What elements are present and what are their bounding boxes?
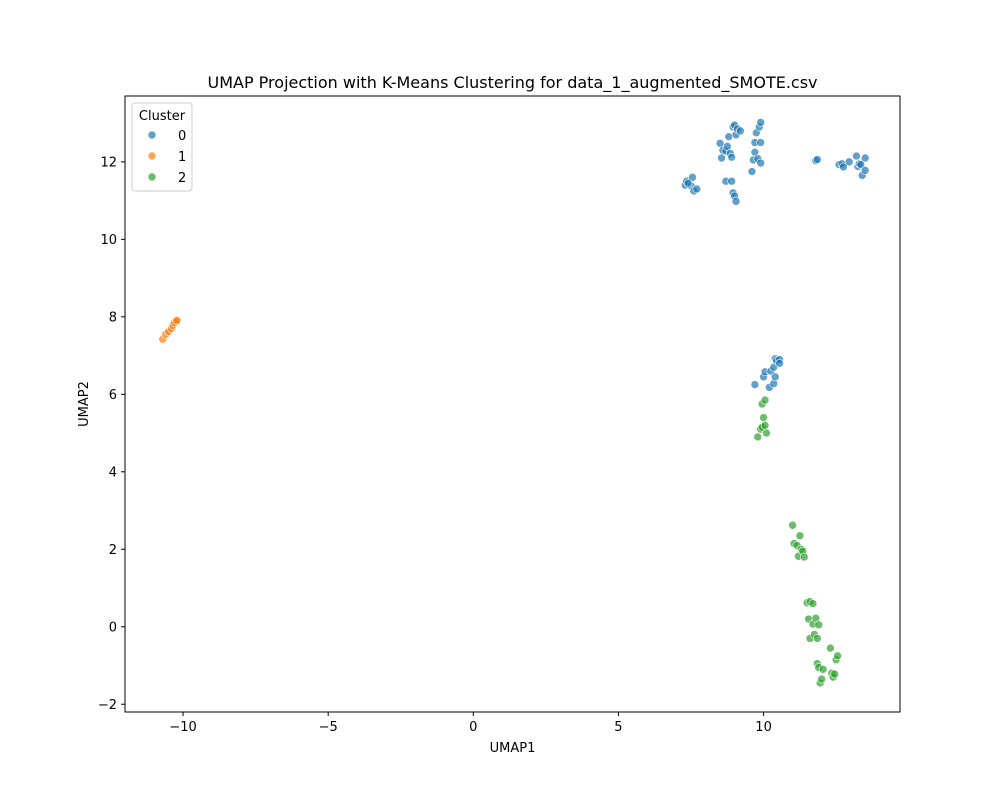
data-point-cluster-2 [817, 674, 826, 684]
data-point-cluster-0 [756, 158, 765, 168]
y-tick-label: −2 [98, 698, 117, 713]
data-point-cluster-0 [860, 153, 870, 163]
data-point-cluster-0 [692, 184, 702, 194]
legend-label-2: 2 [178, 171, 186, 186]
data-point-cluster-2 [759, 413, 768, 422]
data-point-cluster-0 [852, 151, 861, 161]
data-point-cluster-0 [812, 155, 822, 164]
data-point-cluster-0 [727, 176, 736, 186]
chart-title: UMAP Projection with K-Means Clustering … [207, 73, 817, 93]
data-point-cluster-0 [683, 178, 693, 188]
x-axis-label: UMAP1 [490, 741, 536, 756]
legend: Cluster 0 1 2 [131, 102, 193, 192]
legend-box [131, 102, 193, 192]
data-point-cluster-2 [753, 432, 763, 442]
x-tick-label: −10 [169, 720, 196, 735]
points-layer [158, 118, 870, 688]
legend-marker-2 [147, 172, 157, 182]
data-point-cluster-2 [814, 620, 824, 630]
y-tick-label: 6 [109, 388, 117, 403]
legend-label-1: 1 [178, 150, 186, 165]
data-point-cluster-2 [833, 651, 842, 661]
data-point-cluster-2 [762, 428, 771, 438]
data-point-cluster-2 [799, 552, 809, 562]
axis-ticks: −10 −5 0 5 10 −2 0 2 4 6 8 10 12 [98, 155, 772, 735]
data-point-cluster-2 [812, 634, 822, 643]
data-point-cluster-0 [856, 160, 866, 169]
x-tick-label: 10 [755, 720, 772, 735]
x-tick-label: 5 [614, 720, 622, 735]
data-point-cluster-0 [727, 152, 736, 162]
plot-frame [124, 95, 901, 713]
legend-marker-1 [147, 151, 157, 161]
data-point-cluster-0 [756, 138, 765, 147]
data-point-cluster-2 [760, 395, 770, 405]
legend-label-0: 0 [178, 129, 186, 144]
data-point-cluster-2 [826, 643, 835, 653]
data-point-cluster-2 [818, 665, 828, 674]
y-tick-label: 10 [100, 233, 117, 248]
legend-title: Cluster [139, 109, 186, 124]
y-tick-label: 2 [109, 543, 117, 558]
data-point-cluster-0 [775, 359, 784, 368]
data-point-cluster-0 [736, 126, 745, 136]
data-point-cluster-2 [830, 669, 839, 679]
legend-marker-0 [147, 130, 157, 140]
y-tick-label: 12 [100, 155, 117, 170]
data-point-cluster-0 [717, 153, 726, 163]
data-point-cluster-0 [756, 118, 765, 127]
y-tick-label: 0 [109, 620, 117, 635]
data-point-cluster-0 [839, 162, 848, 172]
x-tick-label: 0 [469, 720, 477, 735]
y-tick-label: 4 [109, 465, 117, 480]
data-point-cluster-0 [688, 173, 697, 182]
data-point-cluster-1 [172, 316, 181, 326]
data-point-cluster-0 [724, 132, 734, 141]
data-point-cluster-0 [860, 166, 870, 175]
data-point-cluster-0 [747, 167, 757, 176]
data-point-cluster-0 [731, 197, 741, 206]
y-axis-label: UMAP2 [77, 381, 92, 427]
data-point-cluster-2 [760, 421, 770, 430]
data-point-cluster-2 [788, 520, 797, 530]
x-tick-label: −5 [319, 720, 338, 735]
data-point-cluster-2 [808, 599, 818, 608]
data-point-cluster-0 [844, 157, 854, 167]
legend-items: 0 1 2 [147, 129, 186, 186]
data-point-cluster-0 [750, 380, 760, 389]
data-point-cluster-2 [795, 531, 805, 541]
data-point-cluster-0 [770, 372, 780, 382]
y-tick-label: 8 [109, 310, 117, 325]
